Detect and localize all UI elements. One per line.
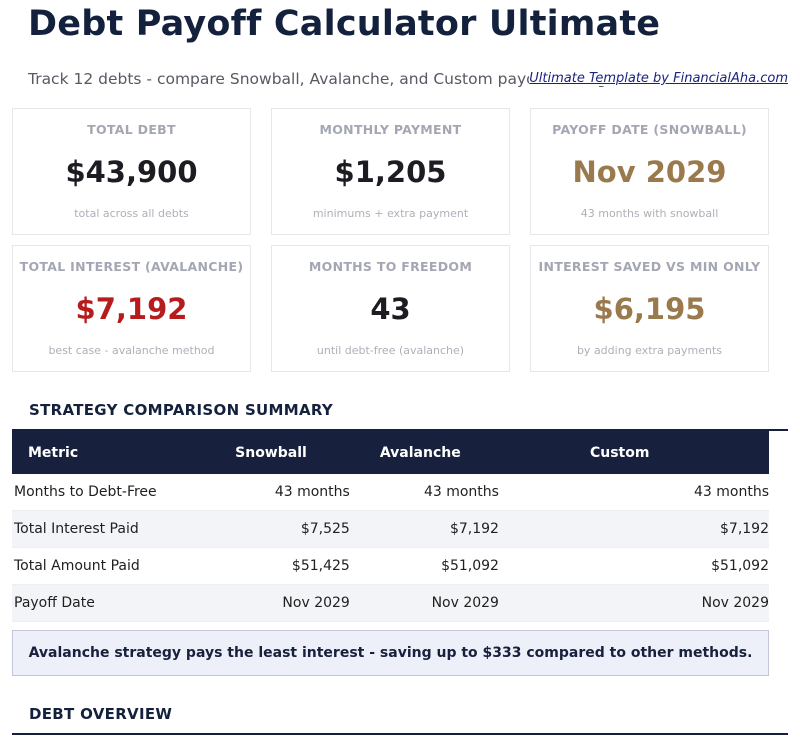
card-interest-saved: INTEREST SAVED VS MIN ONLY $6,195 by add… [530,245,769,372]
strategy-comparison-heading: STRATEGY COMPARISON SUMMARY [29,401,334,419]
card-monthly-payment: MONTHLY PAYMENT $1,205 minimums + extra … [271,108,510,235]
cell-snowball: Nov 2029 [203,584,350,622]
column-header-metric: Metric [12,431,204,474]
card-value: Nov 2029 [572,155,727,189]
cell-avalanche: $7,192 [349,510,499,548]
cell-avalanche: 43 months [349,474,499,511]
cell-snowball: 43 months [203,474,350,511]
card-months-to-freedom: MONTHS TO FREEDOM 43 until debt-free (av… [271,245,510,372]
card-note: best case - avalanche method [48,344,215,357]
card-note: 43 months with snowball [580,207,719,220]
card-payoff-date-snowball: PAYOFF DATE (SNOWBALL) Nov 2029 43 month… [530,108,769,235]
cell-custom: $7,192 [498,510,769,548]
card-label: TOTAL INTEREST (AVALANCHE) [19,259,244,274]
cell-metric: Total Interest Paid [12,510,204,548]
table-row: Payoff Date Nov 2029 Nov 2029 Nov 2029 [12,584,769,622]
kpi-cards: TOTAL DEBT $43,900 total across all debt… [12,108,769,372]
card-note: by adding extra payments [576,344,723,357]
card-note: until debt-free (avalanche) [316,344,465,357]
card-value: 43 [370,292,411,326]
cell-avalanche: Nov 2029 [349,584,499,622]
table-row: Total Interest Paid $7,525 $7,192 $7,192 [12,510,769,548]
strategy-comparison-table: Metric Snowball Avalanche Custom Months … [12,431,769,622]
column-header-avalanche: Avalanche [349,431,499,474]
card-label: INTEREST SAVED VS MIN ONLY [538,259,761,274]
card-note: total across all debts [74,207,189,220]
card-value: $6,195 [593,292,706,326]
cell-metric: Payoff Date [12,584,204,622]
cell-snowball: $51,425 [203,547,350,585]
page-title: Debt Payoff Calculator Ultimate [28,4,661,44]
card-value: $7,192 [75,292,188,326]
card-label: TOTAL DEBT [87,122,176,137]
column-header-snowball: Snowball [203,431,350,474]
card-label: MONTHS TO FREEDOM [308,259,473,274]
cell-metric: Total Amount Paid [12,547,204,585]
card-value: $43,900 [65,155,198,189]
card-note: minimums + extra payment [312,207,469,220]
cell-snowball: $7,525 [203,510,350,548]
cell-custom: $51,092 [498,547,769,585]
section-divider [12,733,788,735]
debt-overview-heading: DEBT OVERVIEW [29,705,173,723]
card-value: $1,205 [334,155,447,189]
table-row: Total Amount Paid $51,425 $51,092 $51,09… [12,547,769,585]
table-header-row: Metric Snowball Avalanche Custom [12,431,769,474]
card-label: PAYOFF DATE (SNOWBALL) [552,122,747,137]
table-row: Months to Debt-Free 43 months 43 months … [12,474,769,511]
brand-link[interactable]: Ultimate Template by FinancialAha.com [529,71,788,86]
page-subtitle: Track 12 debts - compare Snowball, Avala… [28,70,629,88]
card-total-interest-avalanche: TOTAL INTEREST (AVALANCHE) $7,192 best c… [12,245,251,372]
card-total-debt: TOTAL DEBT $43,900 total across all debt… [12,108,251,235]
strategy-callout: Avalanche strategy pays the least intere… [12,630,769,676]
card-label: MONTHLY PAYMENT [319,122,462,137]
column-header-custom: Custom [498,431,769,474]
section-divider [12,429,788,431]
cell-avalanche: $51,092 [349,547,499,585]
subtitle-container: Track 12 debts - compare Snowball, Avala… [28,70,800,92]
cell-custom: 43 months [498,474,769,511]
cell-custom: Nov 2029 [498,584,769,622]
cell-metric: Months to Debt-Free [12,474,204,511]
